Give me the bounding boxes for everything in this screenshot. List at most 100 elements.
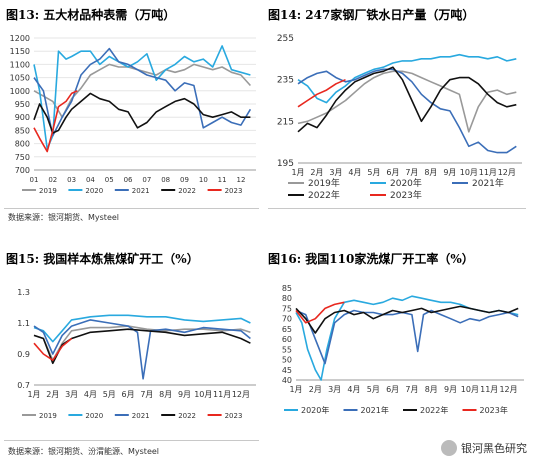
y-tick-label: 900 [15,113,30,122]
x-tick-label: 9月 [443,168,456,177]
x-tick-label: 05 [105,176,114,184]
y-tick-label: 0.9 [17,350,30,359]
y-tick-label: 1.3 [17,288,30,297]
x-tick-label: 4月 [84,390,97,399]
series-line-2019 [33,325,251,361]
series-line-2022 [297,66,517,133]
x-tick-label: 11月 [480,385,498,394]
y-tick-label: 1.1 [17,319,30,328]
legend-label: 2019年 [308,177,340,189]
legend-label: 2022年 [420,405,448,415]
legend-label: 2020 [85,412,103,420]
x-tick-label: 12月 [499,385,517,394]
series-line-2022 [295,305,519,334]
x-tick-label: 09 [180,176,189,184]
y-tick-label: 950 [15,100,30,109]
series-line-2019 [33,63,251,118]
chart16-title: 图16: 我国110家洗煤厂开工率（%） [268,252,474,266]
series-line-2019 [297,70,517,133]
y-tick-label: 1200 [10,34,30,43]
x-tick-label: 3月 [328,385,341,394]
y-tick-label: 195 [277,159,294,169]
legend-label: 2023 [225,187,243,195]
x-tick-label: 1月 [27,390,40,399]
legend-label: 2022 [178,187,196,195]
watermark-text: 银河黑色研究 [461,442,527,455]
y-tick-label: 700 [15,166,30,175]
wechat-icon [441,440,457,456]
y-tick-label: 1100 [10,60,30,69]
y-tick-label: 215 [277,117,294,127]
legend-label: 2021年 [361,405,389,415]
x-tick-label: 12月 [232,390,250,399]
x-tick-label: 04 [86,176,95,184]
x-tick-label: 10 [199,176,208,184]
x-tick-label: 8月 [425,385,438,394]
x-tick-label: 2月 [309,385,322,394]
y-tick-label: 80 [282,294,292,303]
y-tick-label: 1150 [10,47,30,56]
y-tick-label: 45 [282,366,292,375]
y-tick-label: 800 [15,140,30,149]
divider [4,208,259,209]
y-tick-label: 55 [282,345,292,354]
legend-label: 2022 [178,412,196,420]
x-tick-label: 3月 [65,390,78,399]
x-tick-label: 4月 [347,385,360,394]
legend-label: 2019 [39,412,57,420]
series-line-2023 [33,90,78,153]
series-line-2020 [33,314,251,343]
legend-label: 2021 [132,187,150,195]
y-tick-label: 75 [282,304,292,313]
x-tick-label: 11月 [479,168,497,177]
x-tick-label: 7月 [405,168,418,177]
y-tick-label: 750 [15,153,30,162]
divider [4,440,259,441]
legend-label: 2023 [225,412,243,420]
x-tick-label: 10月 [460,168,478,177]
series-line-2020 [33,45,251,150]
legend-label: 2022年 [308,189,340,201]
x-tick-label: 5月 [367,168,380,177]
legend-label: 2019 [39,187,57,195]
x-tick-label: 11月 [213,390,231,399]
series-line-2020 [295,295,519,381]
x-tick-label: 5月 [367,385,380,394]
chart13-plot: 700 750 800 850 900 950 1000 1050 1100 1150 1200 01… [10,34,256,195]
x-tick-label: 9月 [178,390,191,399]
legend-label: 2021年 [472,177,504,189]
x-tick-label: 3月 [329,168,342,177]
divider [268,208,526,209]
x-tick-label: 12 [236,176,245,184]
series-line-2021 [297,68,517,154]
series-line-2020 [297,53,517,104]
chart15-source: 数据来源：银河期货、汾渭能源、Mysteel [8,447,160,456]
legend-label: 2023年 [390,189,422,201]
y-tick-label: 70 [282,315,292,324]
x-tick-label: 6月 [122,390,135,399]
y-tick-label: 255 [277,34,294,44]
chart15-title: 图15: 我国样本炼焦煤矿开工（%） [6,252,199,266]
x-tick-label: 12月 [498,168,516,177]
y-tick-label: 60 [282,335,292,344]
y-tick-label: 1000 [10,87,30,96]
x-tick-label: 2月 [46,390,59,399]
x-tick-label: 07 [142,176,151,184]
legend-label: 2023年 [480,405,508,415]
x-tick-label: 6月 [386,385,399,394]
x-tick-label: 10月 [461,385,479,394]
y-tick-label: 65 [282,325,292,334]
chart14-title: 图14: 247家钢厂铁水日产量（万吨） [268,8,475,22]
y-tick-label: 235 [277,76,294,86]
x-tick-label: 2月 [310,168,323,177]
series-line-2023 [33,337,73,361]
legend-label: 2020年 [390,177,422,189]
chart13-title: 图13: 五大材品种表需（万吨） [6,8,176,22]
series-line-2022 [33,92,251,134]
x-tick-label: 8月 [159,390,172,399]
legend-label: 2021 [132,412,150,420]
series-line-2021 [33,47,252,137]
y-tick-label: 1050 [10,74,30,83]
